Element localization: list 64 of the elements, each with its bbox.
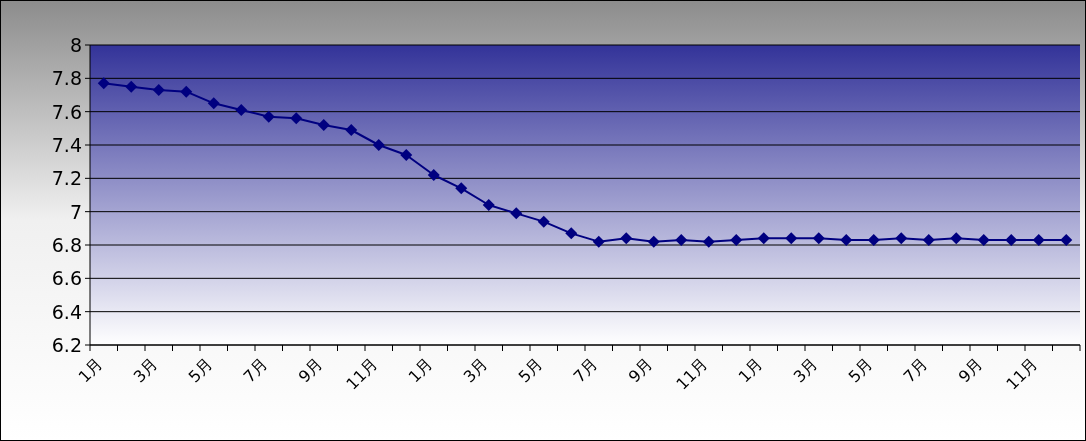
point [1032, 234, 1045, 246]
x-tick-label: 1月 [74, 354, 107, 387]
point [455, 182, 468, 195]
point [620, 232, 633, 245]
x-tick-label: 1月 [734, 354, 767, 387]
x-tick-label: 11月 [672, 354, 712, 394]
point [950, 232, 963, 245]
x-tick-label: 11月 [1002, 354, 1042, 394]
point [812, 232, 825, 245]
y-tick-label: 6.4 [51, 300, 82, 323]
point [757, 232, 770, 245]
point [1005, 234, 1018, 246]
point [372, 139, 385, 151]
point [922, 234, 935, 246]
x-tick-label: 3月 [459, 354, 492, 387]
x-tick-label: 1月 [404, 354, 437, 387]
point [427, 169, 440, 181]
point [537, 215, 550, 228]
point [785, 232, 798, 245]
x-tick-label: 7月 [899, 354, 932, 387]
x-tick-label: 9月 [294, 354, 327, 387]
y-tick-label: 7.8 [51, 67, 82, 90]
point [840, 234, 853, 246]
point [895, 232, 908, 245]
x-tick-label: 7月 [239, 354, 272, 387]
point [152, 84, 165, 96]
point [592, 235, 605, 248]
point [867, 234, 880, 246]
point [400, 149, 413, 161]
point [482, 199, 495, 211]
point [730, 234, 743, 246]
point [675, 234, 688, 246]
y-tick-label: 6.8 [51, 234, 82, 256]
point [125, 80, 138, 93]
point [290, 112, 303, 125]
point [317, 119, 330, 131]
y-tick-label: 6.2 [51, 334, 82, 356]
x-tick-label: 9月 [624, 354, 657, 387]
y-tick-label: 8 [69, 34, 82, 56]
y-tick-label: 7 [69, 200, 82, 223]
x-tick-label: 5月 [184, 354, 217, 387]
x-tick-label: 3月 [789, 354, 822, 387]
point [97, 77, 110, 90]
x-tick-label: 11月 [342, 354, 382, 394]
point [345, 124, 358, 136]
point [565, 227, 578, 240]
point [207, 97, 220, 110]
point [1060, 234, 1073, 246]
x-tick-label: 5月 [844, 354, 877, 387]
point [180, 85, 193, 98]
y-tick-label: 7.6 [51, 100, 82, 123]
point [510, 207, 523, 220]
point [262, 110, 275, 123]
y-tick-label: 7.4 [51, 134, 82, 156]
x-tick-label: 3月 [129, 354, 162, 387]
x-tick-label: 7月 [569, 354, 602, 387]
point [977, 234, 990, 246]
point [235, 104, 248, 116]
x-tick-label: 5月 [514, 354, 547, 387]
y-tick-label: 7.2 [51, 167, 82, 190]
y-tick-label: 6.6 [51, 267, 82, 290]
point [702, 235, 715, 248]
point [647, 235, 660, 248]
x-tick-label: 9月 [954, 354, 987, 387]
